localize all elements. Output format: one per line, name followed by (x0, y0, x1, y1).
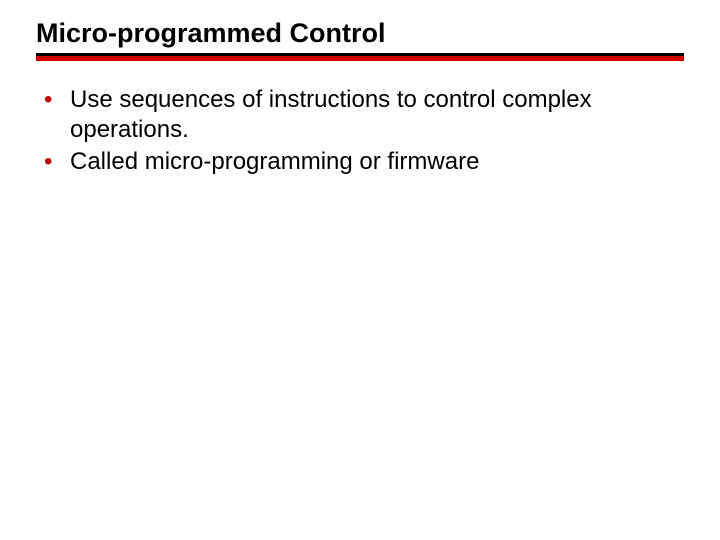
slide-title: Micro-programmed Control (36, 18, 684, 49)
title-block: Micro-programmed Control (36, 18, 684, 61)
bullet-text: Use sequences of instructions to control… (70, 86, 592, 143)
list-item: Use sequences of instructions to control… (36, 85, 660, 145)
title-underline-red (36, 56, 684, 61)
bullet-text: Called micro-programming or firmware (70, 148, 479, 175)
list-item: Called micro-programming or firmware (36, 147, 660, 177)
content-area: Use sequences of instructions to control… (36, 85, 660, 179)
bullet-list: Use sequences of instructions to control… (36, 85, 660, 177)
slide: Micro-programmed Control Use sequences o… (0, 0, 720, 540)
